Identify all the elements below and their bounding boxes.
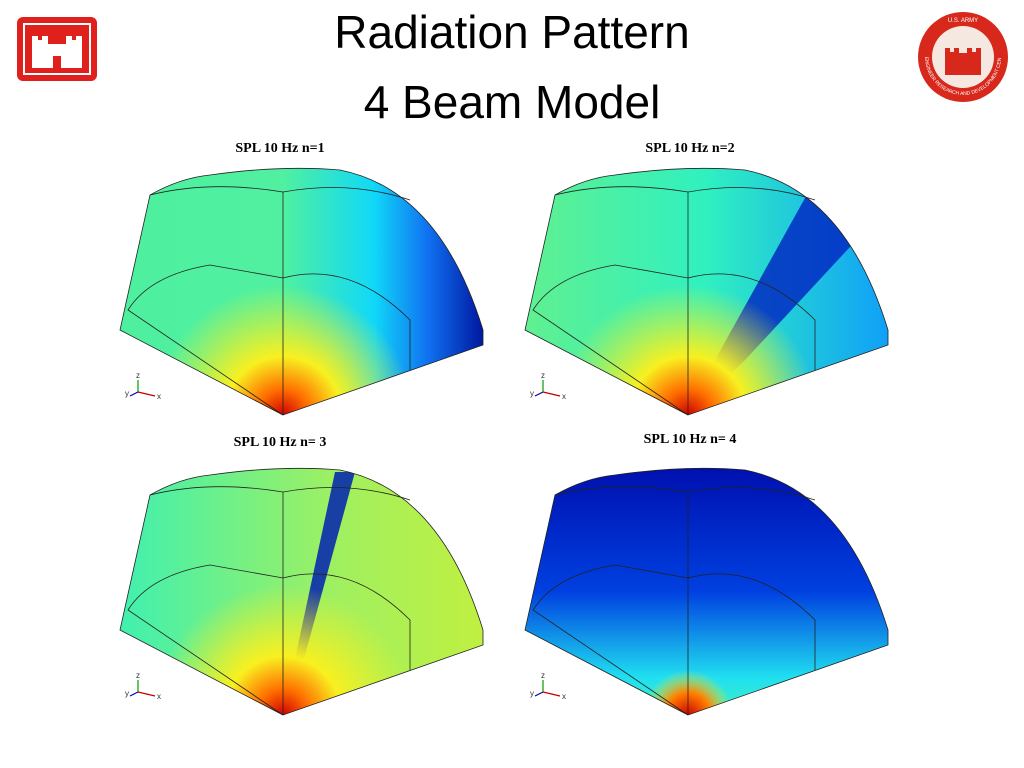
axis-triad: zy x (125, 371, 161, 401)
axis-x (137, 691, 156, 697)
hot-spot (525, 168, 888, 416)
title-line: Radiation Pattern (334, 6, 689, 58)
mesh-line (127, 486, 411, 716)
panel-label: SPL 10 Hz n=2 (645, 141, 734, 156)
axis-label: x (157, 692, 161, 701)
radiation-plot: zy x (524, 167, 889, 416)
axis-x (542, 391, 561, 397)
axis-x (137, 391, 156, 397)
axis-label: x (562, 392, 566, 401)
mesh-line (532, 186, 816, 416)
hot-spot (120, 468, 483, 716)
axis-y (534, 691, 544, 697)
dome-shading (525, 468, 888, 716)
axis-y (129, 691, 139, 697)
dome-shading (120, 168, 483, 416)
left-logo (17, 17, 97, 81)
axis-label: z (541, 671, 545, 680)
axis-label: y (530, 689, 534, 698)
hot-spot (525, 468, 888, 716)
axis-triad: zy x (530, 671, 566, 701)
radiation-plot: zy x (119, 167, 484, 416)
axis-label: y (125, 389, 129, 398)
dome-shading (525, 168, 888, 416)
title-line: 4 Beam Model (364, 76, 661, 128)
axis-y (129, 391, 139, 397)
axis-x (542, 691, 561, 697)
hot-spot (120, 168, 483, 416)
axis-label: x (562, 692, 566, 701)
axis-label: x (157, 392, 161, 401)
mesh-line (532, 486, 816, 716)
axis-label: z (136, 671, 140, 680)
panel-label: SPL 10 Hz n=1 (235, 141, 324, 156)
axis-triad: zy x (125, 671, 161, 701)
dome-shading (120, 468, 483, 716)
axis-label: z (541, 371, 545, 380)
radiation-plot: zy x (524, 467, 889, 716)
axis-label: z (136, 371, 140, 380)
axis-label: y (125, 689, 129, 698)
axis-label: y (530, 389, 534, 398)
panel-label: SPL 10 Hz n= 3 (234, 435, 327, 450)
radiation-plot: zy x (119, 467, 484, 716)
panel-label: SPL 10 Hz n= 4 (644, 432, 737, 447)
axis-triad: zy x (530, 371, 566, 401)
seal-text: U.S. ARMY (948, 18, 978, 24)
mesh-line (127, 186, 411, 416)
axis-y (534, 391, 544, 397)
